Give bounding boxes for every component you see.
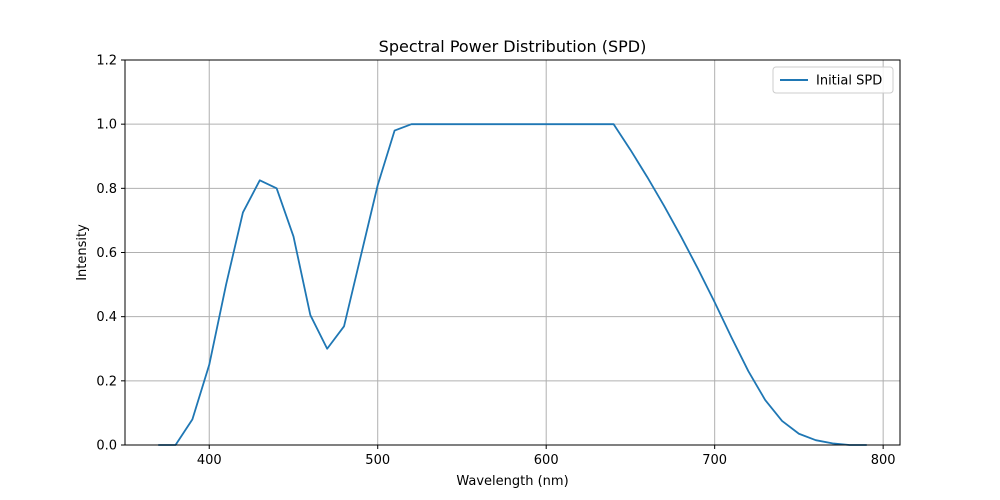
y-tick-label: 0.6 — [96, 246, 117, 261]
x-tick-label: 400 — [197, 453, 222, 468]
series-line-initial-spd — [157, 123, 868, 446]
y-tick-label: 0.8 — [96, 182, 117, 197]
y-axis-label: Intensity — [75, 224, 90, 281]
series-layer — [157, 123, 868, 446]
chart-title: Spectral Power Distribution (SPD) — [379, 37, 647, 56]
x-axis-ticks: 400 500 600 700 800 — [197, 445, 896, 468]
y-tick-label: 0.0 — [96, 439, 117, 454]
y-tick-label: 1.2 — [96, 54, 117, 69]
grid — [125, 59, 900, 446]
y-tick-label: 0.4 — [96, 310, 117, 325]
legend-box — [772, 66, 894, 94]
legend: Initial SPD — [772, 66, 894, 94]
x-axis-label: Wavelength (nm) — [456, 474, 568, 489]
y-tick-label: 0.2 — [96, 374, 117, 389]
legend-label-initial-spd: Initial SPD — [816, 74, 882, 89]
x-tick-label: 700 — [702, 453, 727, 468]
x-tick-label: 600 — [534, 453, 559, 468]
x-tick-label: 500 — [365, 453, 390, 468]
y-tick-label: 1.0 — [96, 118, 117, 133]
y-axis-ticks: 0.0 0.2 0.4 0.6 0.8 1.0 1.2 — [96, 54, 125, 454]
x-tick-label: 800 — [871, 453, 896, 468]
